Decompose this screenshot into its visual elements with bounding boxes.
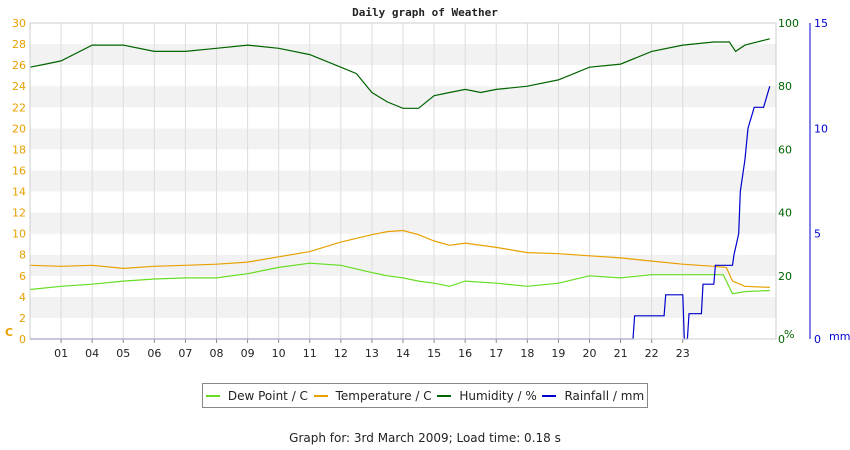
x-tick-label: 05 bbox=[116, 347, 130, 360]
x-tick-label: 19 bbox=[551, 347, 565, 360]
humidity-tick-label: 40 bbox=[778, 207, 792, 220]
x-tick-label: 20 bbox=[583, 347, 597, 360]
right2-unit-label: mm bbox=[829, 330, 850, 343]
x-tick-label: 11 bbox=[303, 347, 317, 360]
left-tick-label: 26 bbox=[12, 59, 26, 72]
x-tick-label: 13 bbox=[365, 347, 379, 360]
legend-item-humidity: Humidity / % bbox=[437, 388, 537, 403]
grid-vertical bbox=[60, 23, 684, 339]
humidity-tick-label: 80 bbox=[778, 80, 792, 93]
humidity-tick-label: 20 bbox=[778, 270, 792, 283]
x-axis: 01 04 05 06 07 08 09 10 11 12 13 14 15 16 17 18 19 20 21 22… bbox=[54, 339, 690, 360]
x-tick-label: 16 bbox=[458, 347, 472, 360]
temperature-swatch bbox=[313, 394, 328, 397]
x-tick-label: 17 bbox=[489, 347, 503, 360]
x-tick-label: 12 bbox=[334, 347, 348, 360]
x-tick-label: 21 bbox=[614, 347, 628, 360]
left-tick-label: 14 bbox=[12, 186, 26, 199]
x-tick-label: 06 bbox=[147, 347, 161, 360]
x-tick-label: 01 bbox=[54, 347, 68, 360]
rainfall-tick-label: 10 bbox=[814, 122, 828, 135]
x-tick-label: 04 bbox=[85, 347, 99, 360]
legend: Dew Point / C Temperature / C Humidity /… bbox=[202, 383, 648, 408]
legend-item-temperature: Temperature / C bbox=[313, 388, 432, 403]
left-tick-label: 12 bbox=[12, 207, 26, 220]
chart-title: Daily graph of Weather bbox=[352, 6, 498, 19]
legend-label: Temperature / C bbox=[335, 388, 432, 403]
left-tick-label: 24 bbox=[12, 80, 26, 93]
humidity-tick-label: 100 bbox=[778, 17, 799, 30]
left-tick-label: 0 bbox=[19, 333, 26, 346]
x-tick-label: 15 bbox=[427, 347, 441, 360]
series-lines bbox=[29, 38, 771, 340]
rainfall-tick-label: 15 bbox=[814, 17, 828, 30]
left-tick-label: 6 bbox=[19, 270, 26, 283]
legend-label: Rainfall / mm bbox=[564, 388, 645, 403]
left-tick-label: 4 bbox=[19, 291, 26, 304]
x-tick-label: 22 bbox=[645, 347, 659, 360]
x-tick-label: 23 bbox=[676, 347, 690, 360]
x-tick-label: 09 bbox=[241, 347, 255, 360]
left-tick-label: 20 bbox=[12, 122, 26, 135]
plot-frame bbox=[29, 22, 777, 340]
x-tick-label: 10 bbox=[272, 347, 286, 360]
dew-point-swatch bbox=[205, 394, 220, 397]
graph-footer: Graph for: 3rd March 2009; Load time: 0.… bbox=[289, 431, 561, 445]
humidity-tick-label: 0 bbox=[778, 333, 785, 346]
humidity-axis: 0 20 40 60 80 100 bbox=[775, 17, 799, 346]
legend-item-rainfall: Rainfall / mm bbox=[542, 389, 644, 403]
left-unit-label: C bbox=[5, 326, 13, 339]
x-tick-label: 08 bbox=[210, 347, 224, 360]
left-tick-label: 22 bbox=[12, 101, 26, 114]
legend-label: Dew Point / C bbox=[227, 388, 308, 403]
left-tick-label: 18 bbox=[12, 143, 26, 156]
x-tick-label: 18 bbox=[520, 347, 534, 360]
humidity-tick-label: 60 bbox=[778, 143, 792, 156]
legend-label: Humidity / % bbox=[459, 388, 537, 403]
humidity-line bbox=[29, 38, 770, 109]
x-tick-label: 14 bbox=[396, 347, 410, 360]
right1-unit-label: % bbox=[784, 328, 794, 341]
left-tick-label: 10 bbox=[12, 228, 26, 241]
legend-item-dew-point: Dew Point / C bbox=[205, 388, 308, 403]
left-tick-label: 16 bbox=[12, 164, 26, 177]
rainfall-tick-label: 0 bbox=[814, 333, 821, 346]
left-tick-label: 8 bbox=[19, 249, 26, 262]
rainfall-line bbox=[30, 86, 771, 340]
x-tick-label: 07 bbox=[178, 347, 192, 360]
left-tick-label: 2 bbox=[19, 312, 26, 325]
temperature-line bbox=[29, 229, 770, 288]
left-tick-label: 30 bbox=[12, 17, 26, 30]
rainfall-axis: 0 5 10 15 bbox=[809, 17, 828, 346]
dew-point-line bbox=[29, 262, 770, 295]
humidity-swatch bbox=[437, 394, 452, 397]
rainfall-tick-label: 5 bbox=[814, 228, 821, 241]
rainfall-swatch bbox=[542, 394, 557, 397]
left-tick-label: 28 bbox=[12, 38, 26, 51]
